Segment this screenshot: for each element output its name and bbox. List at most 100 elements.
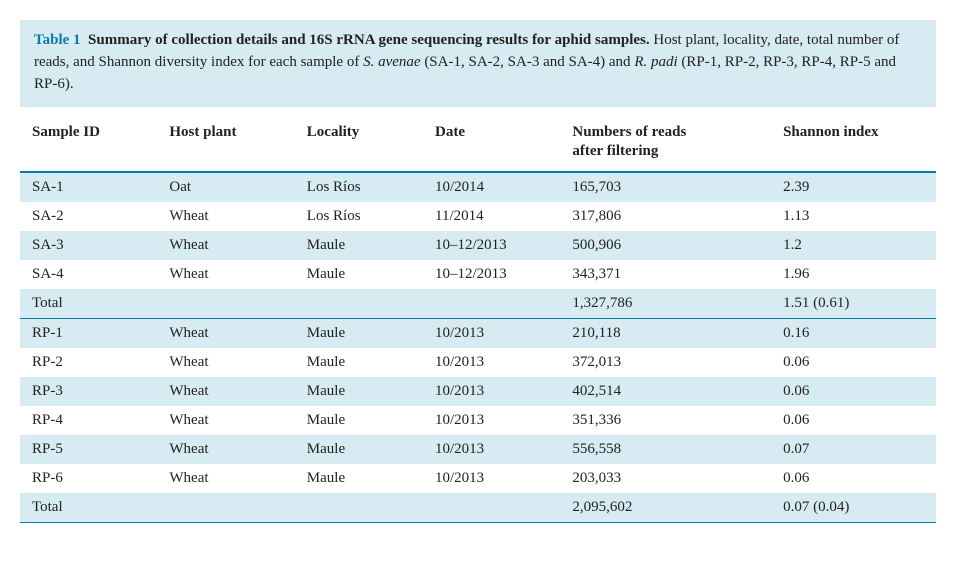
cell-host: Wheat bbox=[157, 260, 294, 289]
table-row: RP-3 Wheat Maule 10/2013 402,514 0.06 bbox=[20, 377, 936, 406]
cell-host bbox=[157, 493, 294, 523]
cell-loc: Maule bbox=[295, 435, 423, 464]
cell-date: 10/2014 bbox=[423, 172, 560, 202]
cell-reads: 317,806 bbox=[560, 202, 771, 231]
cell-reads: 402,514 bbox=[560, 377, 771, 406]
table-row-total: Total 2,095,602 0.07 (0.04) bbox=[20, 493, 936, 523]
cell-date: 11/2014 bbox=[423, 202, 560, 231]
cell-sample: SA-1 bbox=[20, 172, 157, 202]
cell-host: Wheat bbox=[157, 348, 294, 377]
table-row: SA-4 Wheat Maule 10–12/2013 343,371 1.96 bbox=[20, 260, 936, 289]
cell-host: Wheat bbox=[157, 406, 294, 435]
cell-host: Wheat bbox=[157, 377, 294, 406]
cell-host: Oat bbox=[157, 172, 294, 202]
cell-loc: Maule bbox=[295, 231, 423, 260]
table-row: RP-4 Wheat Maule 10/2013 351,336 0.06 bbox=[20, 406, 936, 435]
cell-reads: 203,033 bbox=[560, 464, 771, 493]
header-reads: Numbers of reads after filtering bbox=[560, 113, 771, 172]
table-label: Table 1 bbox=[34, 32, 81, 48]
table-row: RP-5 Wheat Maule 10/2013 556,558 0.07 bbox=[20, 435, 936, 464]
header-shannon: Shannon index bbox=[771, 113, 936, 172]
table-row: RP-2 Wheat Maule 10/2013 372,013 0.06 bbox=[20, 348, 936, 377]
cell-host: Wheat bbox=[157, 231, 294, 260]
header-date: Date bbox=[423, 113, 560, 172]
cell-date bbox=[423, 493, 560, 523]
header-reads-line2: after filtering bbox=[572, 143, 658, 159]
cell-sample: SA-2 bbox=[20, 202, 157, 231]
cell-date: 10/2013 bbox=[423, 348, 560, 377]
cell-date: 10/2013 bbox=[423, 464, 560, 493]
caption-desc-mid: (SA-1, SA-2, SA-3 and SA-4) and bbox=[421, 54, 635, 70]
cell-host bbox=[157, 289, 294, 319]
table-caption: Table 1 Summary of collection details an… bbox=[20, 20, 936, 107]
cell-date: 10–12/2013 bbox=[423, 231, 560, 260]
cell-shannon: 0.07 (0.04) bbox=[771, 493, 936, 523]
caption-species-1: S. avenae bbox=[363, 54, 420, 70]
table-row: SA-3 Wheat Maule 10–12/2013 500,906 1.2 bbox=[20, 231, 936, 260]
cell-loc: Maule bbox=[295, 348, 423, 377]
header-reads-line1: Numbers of reads bbox=[572, 124, 686, 140]
cell-reads: 343,371 bbox=[560, 260, 771, 289]
cell-date: 10/2013 bbox=[423, 318, 560, 348]
cell-loc: Maule bbox=[295, 260, 423, 289]
table-row: SA-2 Wheat Los Ríos 11/2014 317,806 1.13 bbox=[20, 202, 936, 231]
cell-reads: 210,118 bbox=[560, 318, 771, 348]
cell-host: Wheat bbox=[157, 202, 294, 231]
data-table: Sample ID Host plant Locality Date Numbe… bbox=[20, 113, 936, 523]
cell-loc: Maule bbox=[295, 464, 423, 493]
table-row: SA-1 Oat Los Ríos 10/2014 165,703 2.39 bbox=[20, 172, 936, 202]
cell-sample: RP-1 bbox=[20, 318, 157, 348]
cell-reads: 372,013 bbox=[560, 348, 771, 377]
cell-shannon: 1.13 bbox=[771, 202, 936, 231]
cell-shannon: 1.2 bbox=[771, 231, 936, 260]
header-sample: Sample ID bbox=[20, 113, 157, 172]
cell-date bbox=[423, 289, 560, 319]
cell-shannon: 0.06 bbox=[771, 464, 936, 493]
cell-sample: RP-4 bbox=[20, 406, 157, 435]
cell-reads: 1,327,786 bbox=[560, 289, 771, 319]
table-row: RP-6 Wheat Maule 10/2013 203,033 0.06 bbox=[20, 464, 936, 493]
cell-sample: SA-4 bbox=[20, 260, 157, 289]
cell-shannon: 0.06 bbox=[771, 377, 936, 406]
cell-loc: Los Ríos bbox=[295, 172, 423, 202]
cell-reads: 165,703 bbox=[560, 172, 771, 202]
cell-loc: Los Ríos bbox=[295, 202, 423, 231]
cell-date: 10/2013 bbox=[423, 406, 560, 435]
caption-title: Summary of collection details and 16S rR… bbox=[88, 32, 650, 48]
cell-host: Wheat bbox=[157, 318, 294, 348]
caption-species-2: R. padi bbox=[634, 54, 677, 70]
cell-loc: Maule bbox=[295, 318, 423, 348]
cell-shannon: 0.06 bbox=[771, 348, 936, 377]
cell-date: 10–12/2013 bbox=[423, 260, 560, 289]
cell-loc bbox=[295, 493, 423, 523]
cell-date: 10/2013 bbox=[423, 435, 560, 464]
cell-shannon: 2.39 bbox=[771, 172, 936, 202]
cell-shannon: 1.96 bbox=[771, 260, 936, 289]
cell-reads: 2,095,602 bbox=[560, 493, 771, 523]
cell-shannon: 0.06 bbox=[771, 406, 936, 435]
header-row: Sample ID Host plant Locality Date Numbe… bbox=[20, 113, 936, 172]
table-container: Table 1 Summary of collection details an… bbox=[20, 20, 936, 523]
cell-loc bbox=[295, 289, 423, 319]
cell-loc: Maule bbox=[295, 406, 423, 435]
cell-shannon: 0.07 bbox=[771, 435, 936, 464]
cell-host: Wheat bbox=[157, 464, 294, 493]
cell-sample: RP-5 bbox=[20, 435, 157, 464]
cell-shannon: 0.16 bbox=[771, 318, 936, 348]
cell-sample: RP-3 bbox=[20, 377, 157, 406]
cell-sample: RP-2 bbox=[20, 348, 157, 377]
cell-reads: 556,558 bbox=[560, 435, 771, 464]
cell-sample: Total bbox=[20, 289, 157, 319]
header-locality: Locality bbox=[295, 113, 423, 172]
cell-sample: RP-6 bbox=[20, 464, 157, 493]
cell-shannon: 1.51 (0.61) bbox=[771, 289, 936, 319]
cell-reads: 500,906 bbox=[560, 231, 771, 260]
table-row-total: Total 1,327,786 1.51 (0.61) bbox=[20, 289, 936, 319]
cell-sample: Total bbox=[20, 493, 157, 523]
cell-host: Wheat bbox=[157, 435, 294, 464]
cell-sample: SA-3 bbox=[20, 231, 157, 260]
cell-reads: 351,336 bbox=[560, 406, 771, 435]
header-host: Host plant bbox=[157, 113, 294, 172]
table-row: RP-1 Wheat Maule 10/2013 210,118 0.16 bbox=[20, 318, 936, 348]
cell-date: 10/2013 bbox=[423, 377, 560, 406]
